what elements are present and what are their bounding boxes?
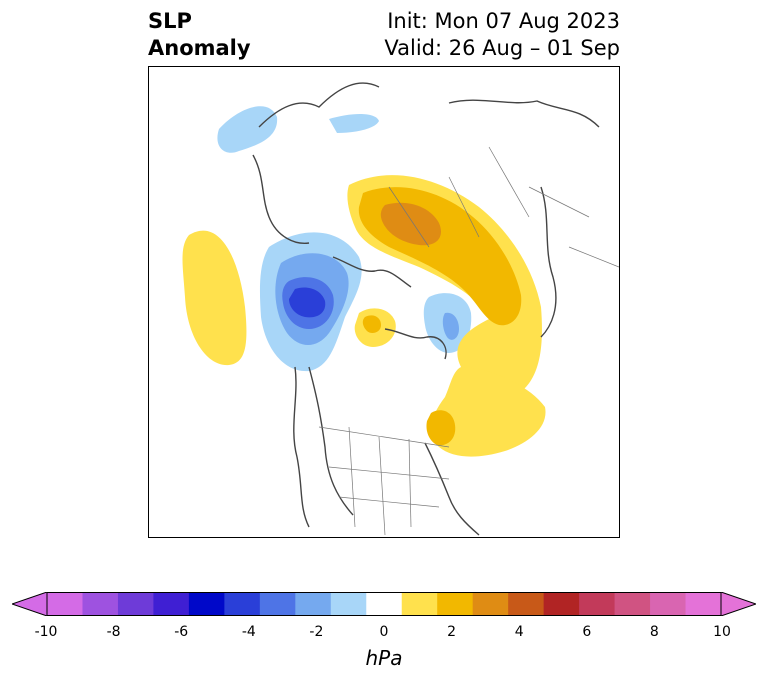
colorbar-tick-label: 2: [447, 624, 457, 640]
colorbar-ticks: -10 -8 -6 -4 -2 0 2 4 6 8 10: [0, 624, 768, 644]
colorbar-level: [472, 592, 509, 616]
init-date: Init: Mon 07 Aug 2023: [387, 9, 620, 33]
colorbar-level: [295, 592, 332, 616]
negative-anomaly-greenland-core: [442, 312, 459, 340]
valid-range: Valid: 26 Aug – 01 Sep: [384, 36, 620, 60]
colorbar-tick-label: 8: [649, 624, 659, 640]
colorbar-tick-label: 6: [582, 624, 592, 640]
colorbar-level: [47, 592, 83, 616]
negative-anomaly-arctic-small: [217, 106, 278, 153]
colorbar-tick-label: -4: [241, 624, 256, 640]
negative-anomaly-alaska-center: [289, 287, 326, 318]
positive-anomaly-arctic-core: [362, 315, 381, 333]
anomaly-map: [148, 66, 620, 538]
colorbar-level: [82, 592, 119, 616]
colorbar-level: [543, 592, 580, 616]
country-borders: [318, 146, 619, 536]
colorbar-tick-label: -6: [174, 624, 189, 640]
colorbar-border: [46, 592, 722, 616]
colorbar-tick-label: -8: [106, 624, 121, 640]
colorbar-extend-min: [12, 592, 48, 616]
colorbar-level: [579, 592, 616, 616]
colorbar-level: [259, 592, 296, 616]
title-field: Anomaly: [148, 36, 251, 60]
colorbar-tick-label: 0: [379, 624, 389, 640]
colorbar-level: [366, 592, 403, 616]
colorbar-tick-label: -10: [34, 624, 58, 640]
map-title-left: SLP Anomaly: [148, 8, 251, 62]
colorbar-level: [330, 592, 367, 616]
colorbar-tick-label: 4: [514, 624, 524, 640]
colorbar-extend-max: [720, 592, 756, 616]
title-variable: SLP: [148, 9, 192, 33]
colorbar-level: [685, 592, 722, 616]
positive-anomaly-eurasia-core: [380, 202, 441, 246]
colorbar-level: [437, 592, 474, 616]
colorbar-level: [401, 592, 438, 616]
negative-anomaly-arctic-small-2: [329, 114, 379, 133]
colorbar-tick-label: -2: [309, 624, 324, 640]
map-title-right: Init: Mon 07 Aug 2023 Valid: 26 Aug – 01…: [384, 8, 620, 62]
map-canvas: [182, 82, 619, 536]
positive-anomaly-atlantic-core: [426, 410, 456, 446]
positive-anomaly-atlantic: [431, 367, 546, 457]
colorbar-level: [224, 592, 261, 616]
colorbar-units: hPa: [365, 646, 403, 670]
colorbar-level: [117, 592, 154, 616]
colorbar-tick-label: 10: [713, 624, 731, 640]
colorbar: [12, 592, 756, 616]
colorbar-level: [650, 592, 687, 616]
positive-anomaly-north-pacific: [182, 230, 247, 366]
colorbar-level: [188, 592, 225, 616]
colorbar-level: [614, 592, 651, 616]
colorbar-level: [508, 592, 545, 616]
colorbar-level: [153, 592, 190, 616]
